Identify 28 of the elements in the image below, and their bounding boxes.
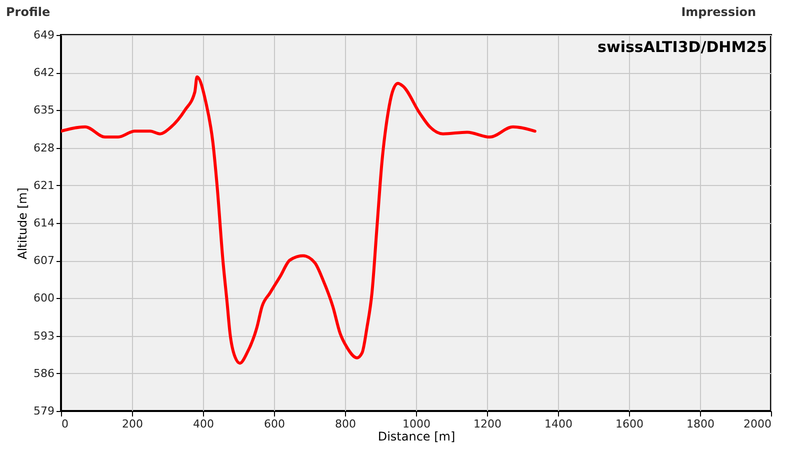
- y-tick-label: 635: [34, 104, 54, 117]
- y-tick-label: 649: [34, 28, 54, 42]
- chart-title: Profile: [6, 5, 50, 19]
- x-tick-label: 0: [62, 418, 68, 430]
- x-tick-label: 800: [335, 418, 356, 430]
- y-tick-label: 600: [34, 292, 54, 305]
- y-tick-label: 593: [34, 329, 54, 342]
- y-tick-label: 628: [34, 141, 54, 154]
- x-tick-label: 400: [193, 418, 214, 430]
- annotation: swissALTI3D/DHM25: [598, 38, 767, 56]
- y-tick-label: 642: [34, 66, 54, 80]
- y-tick-label: 579: [34, 404, 54, 418]
- line-series: [61, 75, 536, 365]
- x-tick-label: 1000: [402, 418, 430, 430]
- x-tick-label: 1600: [616, 418, 644, 430]
- x-tick-label: 1800: [686, 418, 714, 430]
- y-tick-label: 614: [34, 216, 54, 230]
- x-tick-label: 1400: [544, 418, 572, 430]
- x-tick-label: 200: [122, 418, 143, 430]
- y-tick-label: 586: [34, 366, 54, 380]
- x-tick-label: 1200: [474, 418, 502, 430]
- y-tick-label: 621: [34, 178, 54, 192]
- x-axis-title: Distance [m]: [378, 430, 456, 444]
- text: Impression: [681, 5, 756, 19]
- x-tick-label: 600: [264, 418, 285, 430]
- y-axis-title: Altitude [m]: [16, 188, 30, 260]
- x-tick-label: 2000: [744, 418, 772, 430]
- y-tick-label: 607: [34, 254, 54, 268]
